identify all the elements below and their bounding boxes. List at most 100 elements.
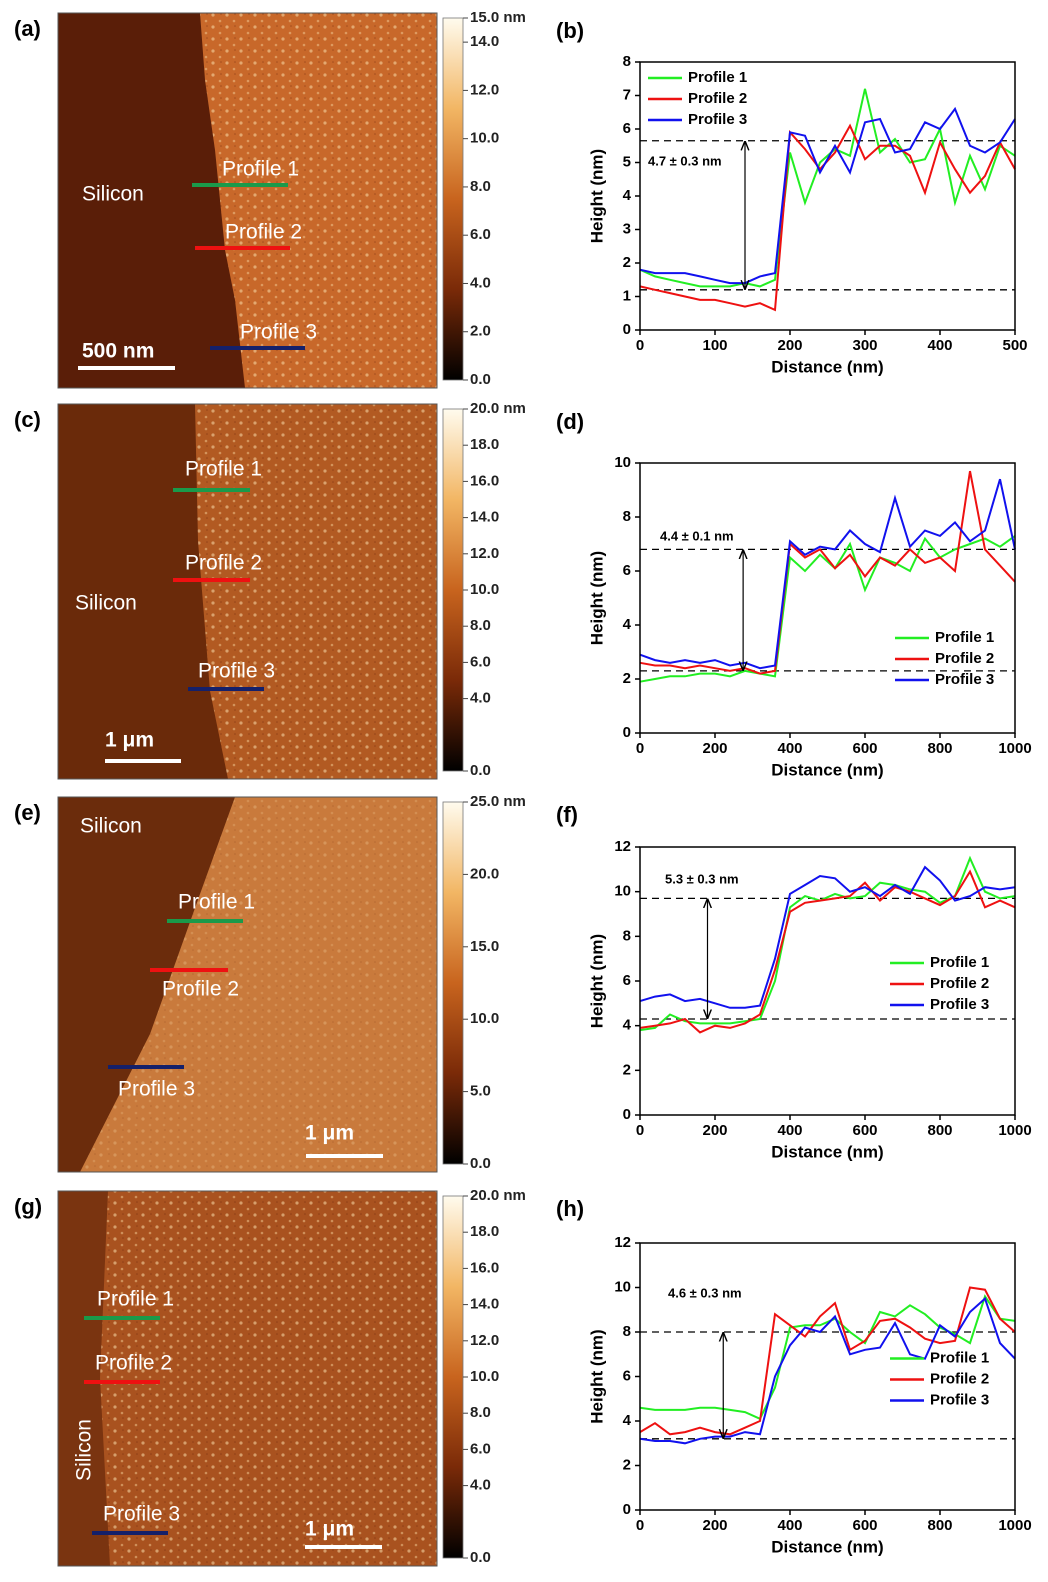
series-line [639,1296,1016,1445]
colorbar-tick-label: 10.0 [470,1368,499,1385]
y-tick-label: 0 [623,321,631,338]
annotation: 5.3 ± 0.3 nm [665,871,739,886]
profile-label: Profile 3 [198,660,275,683]
afm-silicon [58,13,245,388]
y-tick-label: 4 [623,1017,632,1034]
colorbar-tick-label: 12.0 [470,81,499,98]
y-tick-label: 2 [623,254,631,271]
y-tick-label: 12 [614,1234,631,1251]
colorbar-tick-label: 8.0 [470,617,491,634]
colorbar-tick-label: 4.0 [470,690,491,707]
colorbar-tick-label: 14.0 [470,509,499,526]
colorbar-tick-label: 5.0 [470,1083,491,1100]
silicon-label: Silicon [82,183,144,206]
x-tick-label: 0 [636,1122,644,1139]
x-tick-label: 600 [852,740,877,757]
afm-panel: (a) Silicon Profile 1 Profile 2 Profile 3 500… [14,9,526,389]
colorbar-tick-label: 8.0 [470,1404,491,1421]
y-tick-label: 12 [614,838,631,855]
y-tick-label: 3 [623,220,631,237]
panel-label: (c) [14,407,41,432]
colorbar-tick-label: 16.0 [470,472,499,489]
colorbar-tick-label: 20.0 nm [470,400,526,417]
silicon-label: Silicon [80,815,142,838]
colorbar-tick-label: 0.0 [470,1155,491,1172]
colorbar-tick-label: 16.0 [470,1259,499,1276]
colorbar-tick-label: 4.0 [470,274,491,291]
y-tick-label: 7 [623,86,631,103]
plot-frame [639,462,1016,734]
legend-label: Profile 1 [930,954,989,971]
legend-label: Profile 2 [930,1370,989,1387]
legend-label: Profile 2 [688,90,747,107]
legend-label: Profile 3 [688,111,747,128]
y-tick-label: 4 [623,1412,632,1429]
colorbar-tick-label: 20.0 nm [470,1187,526,1204]
x-tick-label: 400 [927,337,952,354]
y-tick-label: 10 [614,454,631,471]
colorbar-tick-label: 15.0 nm [470,9,526,26]
colorbar-tick-label: 0.0 [470,371,491,388]
y-tick-label: 0 [623,1106,631,1123]
panel-label: (d) [556,409,584,434]
y-tick-label: 8 [623,1323,631,1340]
x-tick-label: 800 [927,1517,952,1534]
afm-frame [57,12,438,389]
line-chart: (d) 0 200 400 600 800 1000 0 2 4 6 8 10 Distance (nm)… [556,409,1032,780]
colorbar-tick-label: 14.0 [470,33,499,50]
colorbar [442,1195,464,1559]
plot-frame [639,1242,1016,1511]
series-line [639,470,1016,675]
afm-texture [58,1191,437,1566]
panel-label: (e) [14,800,41,825]
profile-label: Profile 3 [118,1078,195,1101]
colorbar-tick-label: 12.0 [470,545,499,562]
colorbar-tick-label: 2.0 [470,323,491,340]
y-tick-label: 5 [623,153,631,170]
x-tick-label: 400 [777,740,802,757]
silicon-label: Silicon [75,592,137,615]
y-tick-label: 0 [623,724,631,741]
colorbar-tick-label: 10.0 [470,1010,499,1027]
legend-label: Profile 2 [935,650,994,667]
profile-label: Profile 2 [95,1352,172,1375]
legend-label: Profile 1 [688,69,747,86]
colorbar-tick-label: 12.0 [470,1332,499,1349]
x-tick-label: 1000 [998,1122,1031,1139]
x-tick-label: 0 [636,1517,644,1534]
annotation: 4.6 ± 0.3 nm [668,1285,742,1300]
annotation: 4.7 ± 0.3 nm [648,153,722,168]
colorbar-tick-label: 6.0 [470,653,491,670]
x-tick-label: 200 [702,1122,727,1139]
afm-silicon [58,404,228,779]
profile-label: Profile 2 [225,221,302,244]
x-tick-label: 600 [852,1517,877,1534]
profile-label: Profile 1 [178,891,255,914]
y-tick-label: 10 [614,883,631,900]
x-tick-label: 800 [927,1122,952,1139]
legend-label: Profile 2 [930,975,989,992]
profile-label: Profile 2 [162,978,239,1001]
x-tick-label: 0 [636,740,644,757]
panel-label: (h) [556,1196,584,1221]
scale-bar-label: 1 μm [105,729,154,752]
x-axis-title: Distance (nm) [771,1142,883,1161]
afm-panel: (e) Silicon Profile 1 Profile 2 Profile 3 1 μ… [14,793,526,1173]
y-tick-label: 8 [623,508,631,525]
x-tick-label: 0 [636,337,644,354]
afm-silicon [58,797,235,1172]
series-line [639,535,1016,683]
profile-label: Profile 3 [240,321,317,344]
y-tick-label: 4 [623,187,632,204]
scale-bar-label: 500 nm [82,340,154,363]
x-tick-label: 1000 [998,740,1031,757]
legend-label: Profile 1 [935,629,994,646]
x-tick-label: 200 [702,740,727,757]
panel-label: (f) [556,802,578,827]
colorbar [442,17,464,381]
panel-label: (b) [556,18,584,43]
panel-label: (a) [14,16,41,41]
colorbar-tick-label: 6.0 [470,1440,491,1457]
y-tick-label: 10 [614,1278,631,1295]
